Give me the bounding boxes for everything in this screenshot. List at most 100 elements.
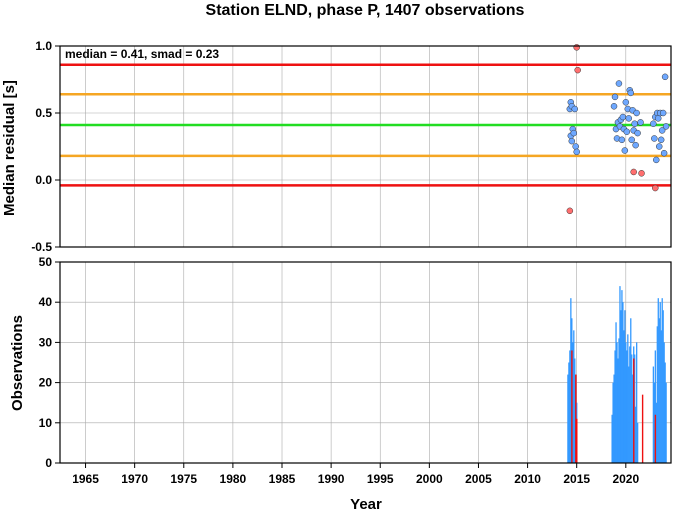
observation-bar [662,310,664,463]
x-tick-label: 2000 [416,472,443,486]
observation-bar [619,286,621,463]
residual-point [658,127,666,134]
observation-bar [630,318,632,463]
observation-bar [627,334,629,463]
observation-bar [660,330,662,463]
residual-point [660,149,668,157]
observation-bar [618,338,620,463]
y-tick-label: 1.0 [35,39,52,53]
residual-point [634,129,641,137]
x-ticks: 1965 1970 1975 1980 1985 1990 1995 2000 2005 2010… [72,463,639,486]
observation-bar [653,382,656,463]
observation-bar [636,342,638,463]
observation-bar [661,298,663,463]
residual-point [570,129,578,137]
residual-point [623,128,631,136]
y-tick-label: 50 [39,255,53,269]
residual-point [657,136,665,144]
x-tick-label: 1995 [367,472,394,486]
residual-point [619,113,627,121]
observation-bar [568,362,570,463]
residual-point [610,103,618,110]
residual-point [637,119,644,126]
x-tick-label: 2010 [514,472,541,486]
x-tick-label: 2005 [465,472,492,486]
residual-point [650,120,657,127]
residual-frame [59,45,672,248]
observation-bar [572,342,574,463]
x-tick-label: 1970 [121,472,148,486]
observation-bar [622,302,624,463]
observation-bar [658,318,660,463]
observation-bar [626,350,628,463]
observation-bar [624,310,626,463]
observations-frame [59,261,672,464]
x-tick-label: 2020 [612,472,639,486]
observation-bar [569,350,571,463]
y-tick-label: 30 [39,335,53,349]
residual-point [653,156,660,164]
observation-bar [633,358,635,463]
observation-bar [615,322,617,463]
residual-point [573,148,580,156]
observations-plot-area [60,262,671,463]
residual-y-ticks: -0.5 0.0 0.5 1.0 [31,39,60,254]
y-tick-label: 0.0 [35,173,52,187]
observation-bar [567,374,569,463]
observation-bar [611,414,613,463]
observation-bar [665,382,667,463]
residual-point [638,170,645,177]
y-tick-label: 10 [39,416,53,430]
residual-point [566,207,574,215]
stats-annotation: median = 0.41, smad = 0.23 [65,47,219,61]
x-tick-label: 1965 [72,472,99,486]
residual-point [628,136,635,144]
x-tick-label: 1975 [170,472,197,486]
chart-title: Station ELND, phase P, 1407 observations [206,2,525,19]
observation-bar [655,402,657,463]
residual-y-label: Median residual [s] [1,80,18,216]
observation-bar [613,374,615,463]
observation-bar [631,354,633,463]
observation-bar [614,350,616,463]
observation-bar [657,298,659,463]
observation-bar [663,342,665,463]
observation-bar [576,418,578,463]
y-tick-label: -0.5 [31,240,52,254]
residual-point [574,66,581,74]
observation-bar [621,290,623,463]
observation-bar [573,330,575,463]
observation-bar [616,342,618,463]
residual-point [655,143,663,150]
observation-bar [625,342,627,463]
x-tick-label: 1985 [269,472,296,486]
residual-point [572,143,579,150]
observation-bar [612,382,614,463]
residual-point [630,168,637,176]
observation-bars [567,286,667,463]
residual-point [621,147,629,154]
observation-bar [652,366,655,463]
observation-bar [637,422,639,463]
residual-point [662,123,670,130]
observation-bar [629,346,631,463]
y-tick-label: 0.5 [35,106,52,120]
observation-bar [620,310,622,463]
residual-point [631,120,638,127]
observation-bar [574,358,576,463]
observation-bar [635,406,637,463]
residual-point [573,44,580,51]
observations-panel: 0 10 20 30 40 50 1965 1970 1975 1980 1985 1990 1995… [9,255,672,511]
observations-y-label: Observations [9,315,26,411]
residual-point [615,80,623,87]
residual-point [625,115,633,122]
observation-bar [634,354,636,463]
residual-point [632,141,639,149]
residual-points [566,44,670,215]
observation-bar [656,326,658,463]
residual-panel: -0.5 0.0 0.5 1.0 median = 0.41, smad = 0.23… [1,39,672,254]
residual-point [654,115,662,122]
y-tick-label: 20 [39,376,53,390]
observations-y-ticks: 0 10 20 30 40 50 [39,255,60,470]
